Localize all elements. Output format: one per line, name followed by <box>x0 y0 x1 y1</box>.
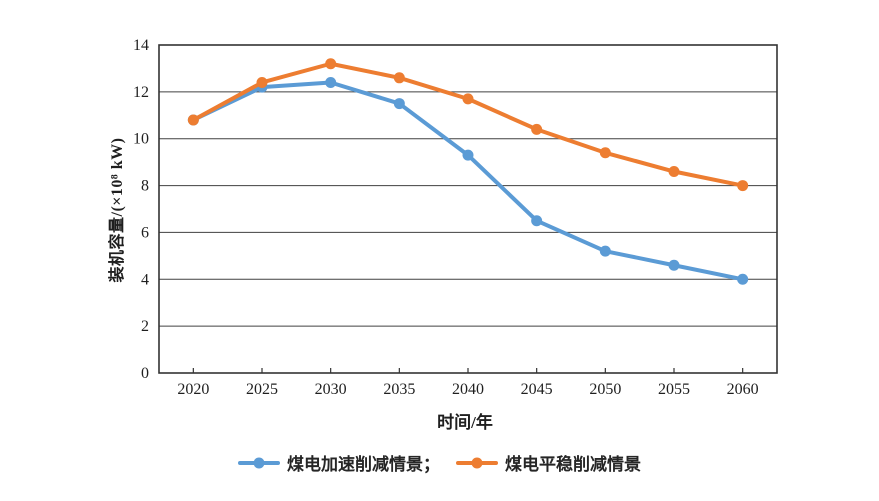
data-point <box>668 166 680 178</box>
legend-item-steady: 煤电平稳削减情景 <box>456 450 641 475</box>
data-point <box>531 123 543 135</box>
legend-line-steady-icon <box>456 457 498 468</box>
x-tick-label: 2040 <box>452 381 484 398</box>
y-tick-label: 8 <box>141 178 149 195</box>
series-line <box>191 80 745 282</box>
data-point <box>325 58 337 70</box>
x-tick-label: 2030 <box>315 381 347 398</box>
data-point <box>599 245 611 257</box>
legend-label-steady: 煤电平稳削减情景 <box>505 455 641 474</box>
x-tick-label: 2045 <box>521 381 553 398</box>
series-accelerated <box>187 76 749 285</box>
data-point <box>668 259 680 271</box>
data-point <box>462 149 474 161</box>
legend-label-accelerated: 煤电加速削减情景； <box>287 455 440 474</box>
y-tick-label: 10 <box>133 131 149 148</box>
x-tick-label: 2050 <box>589 381 621 398</box>
chart-legend: 煤电加速削减情景； 煤电平稳削减情景 <box>0 450 879 475</box>
y-tick-label: 12 <box>133 84 149 101</box>
y-tick-label: 6 <box>141 224 149 241</box>
x-tick-label: 2055 <box>658 381 690 398</box>
x-tick-label: 2020 <box>177 381 209 398</box>
x-tick-label: 2025 <box>246 381 278 398</box>
data-point <box>393 98 405 110</box>
y-tick-label: 14 <box>133 37 149 54</box>
data-point <box>256 76 268 88</box>
y-axis-title: 装机容量/(×10⁸ kW) <box>109 137 126 283</box>
data-point <box>462 93 474 105</box>
y-tick-label: 0 <box>141 365 149 382</box>
x-axis-title: 时间/年 <box>437 413 493 432</box>
y-tick-label: 2 <box>141 318 149 335</box>
legend-dot-steady-icon <box>471 457 483 468</box>
y-tick-label: 4 <box>141 271 149 288</box>
data-point <box>737 180 749 192</box>
data-point <box>531 215 543 227</box>
legend-dot-accelerated-icon <box>253 457 265 468</box>
data-point <box>737 273 749 285</box>
series-steady <box>187 58 749 192</box>
data-point <box>325 76 337 88</box>
data-point <box>599 147 611 159</box>
data-point <box>187 114 199 126</box>
series-line <box>191 61 745 188</box>
data-point <box>393 72 405 84</box>
legend-item-accelerated: 煤电加速削减情景； <box>238 450 440 475</box>
legend-line-accelerated-icon <box>238 457 280 468</box>
x-tick-label: 2060 <box>727 381 759 398</box>
x-tick-label: 2035 <box>383 381 415 398</box>
